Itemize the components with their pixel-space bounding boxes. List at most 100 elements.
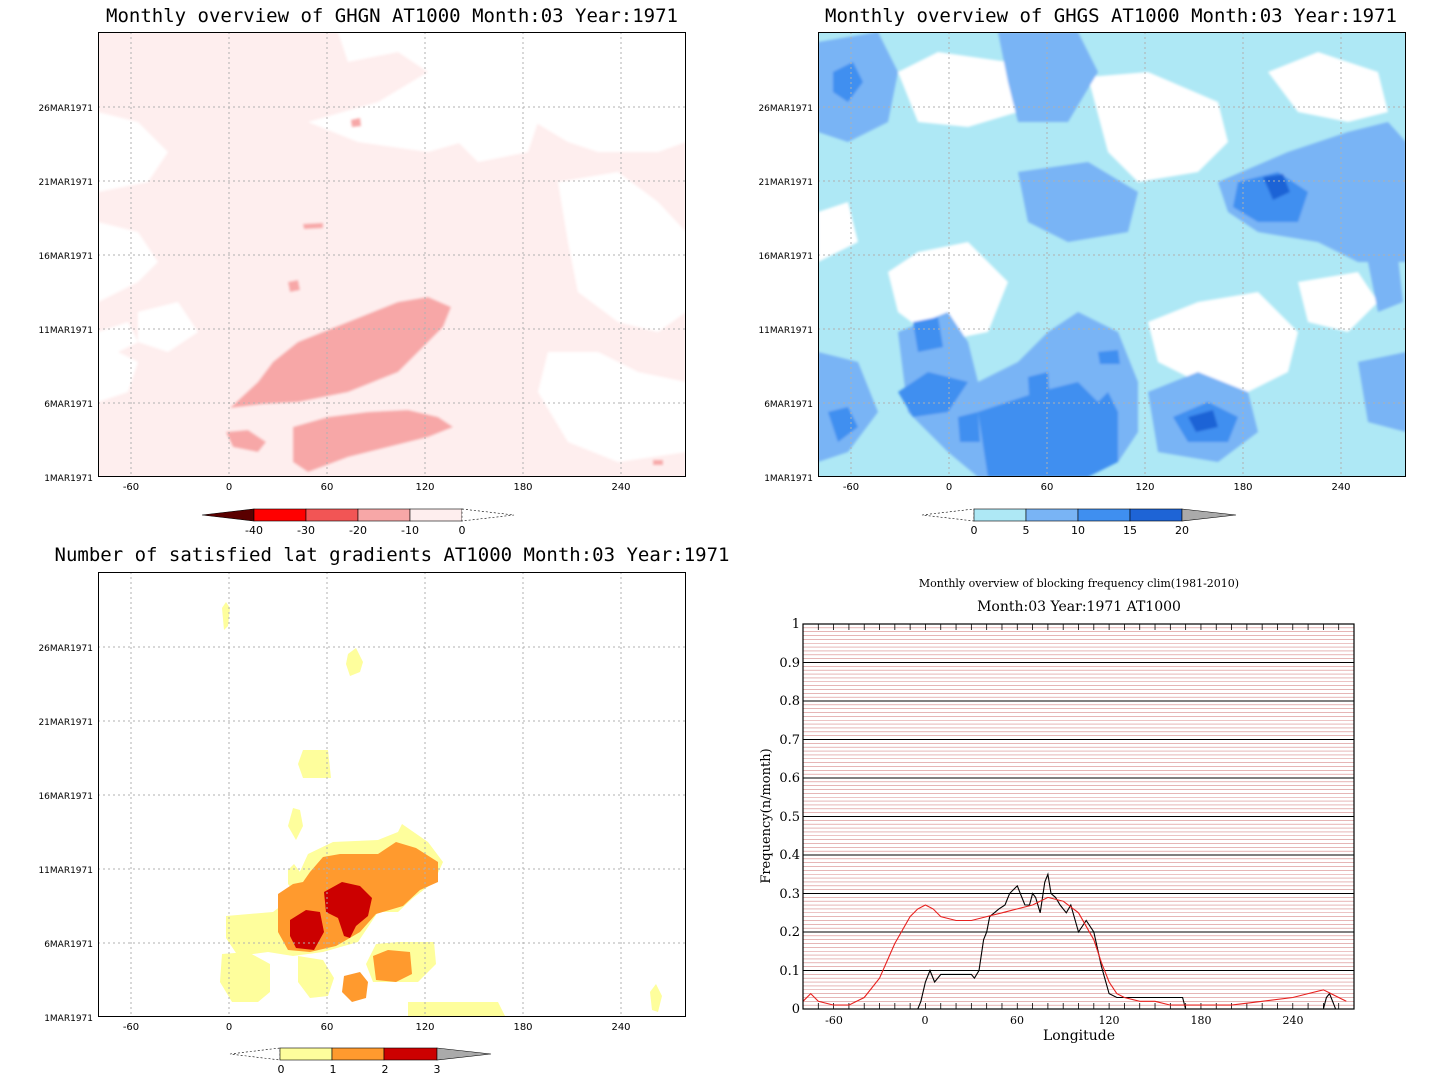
ghgs-x-tick: 0: [946, 482, 952, 493]
ghgn-cbar-label: -30: [297, 524, 315, 537]
freq-series-line-1: [803, 872, 1354, 1010]
ghgn-x-tick: 0: [226, 482, 232, 493]
freq-y-tick: 0.7: [779, 733, 800, 748]
ghgs-x-tick: 60: [1041, 482, 1054, 493]
ghgs-y-tick: 6MAR1971: [764, 400, 813, 410]
sat-field: [98, 572, 686, 1017]
ghgn-y-tick: 1MAR1971: [44, 474, 93, 484]
ghgs-gridlines: [818, 32, 1406, 477]
panel-ghgn: Monthly overview of GHGN AT1000 Month:03…: [38, 5, 686, 537]
freq-y-ticks: 0 0.1 0.2 0.3 0.4 0.5 0.6 0.7 0.8 0.9 1: [779, 617, 800, 1017]
ghgn-x-tick: 120: [415, 482, 434, 493]
freq-y-tick: 0.6: [779, 771, 800, 786]
sat-x-ticks: -60 0 60 120 180 240: [123, 1022, 631, 1033]
ghgs-y-tick: 21MAR1971: [758, 178, 813, 188]
freq-x-ticks: -60 0 60 120 180 240: [825, 1014, 1303, 1027]
ghgs-cbar-label: 15: [1123, 524, 1137, 537]
freq-y-tick: 0.8: [779, 694, 800, 709]
ghgs-x-tick: 180: [1233, 482, 1252, 493]
ghgs-y-ticks: 1MAR1971 6MAR1971 11MAR1971 16MAR1971 21…: [758, 104, 813, 484]
sat-colorbar: 0 1 2 3: [229, 1047, 492, 1076]
ghgn-gridlines: [98, 32, 686, 477]
freq-y-tick: 0.4: [779, 848, 800, 863]
ghgn-y-tick: 26MAR1971: [38, 104, 93, 114]
ghgn-x-tick: -60: [123, 482, 139, 493]
freq-y-tick: 0.2: [779, 925, 800, 940]
ghgs-x-tick: 240: [1331, 482, 1350, 493]
sat-x-tick: -60: [123, 1022, 139, 1033]
sat-cbar-label: 3: [434, 1063, 441, 1076]
freq-x-tick: 180: [1191, 1014, 1212, 1027]
sat-x-tick: 0: [226, 1022, 232, 1033]
ghgn-field: [98, 32, 686, 477]
sat-y-tick: 21MAR1971: [38, 718, 93, 728]
sat-title: Number of satisfied lat gradients AT1000…: [55, 544, 730, 566]
panel-sat: Number of satisfied lat gradients AT1000…: [38, 544, 729, 1076]
sat-x-tick: 240: [611, 1022, 630, 1033]
freq-y-tick: 0.5: [779, 810, 800, 825]
freq-x-tick: 240: [1283, 1014, 1304, 1027]
ghgn-x-tick: 60: [321, 482, 334, 493]
ghgn-y-ticks: 1MAR1971 6MAR1971 11MAR1971 16MAR1971 21…: [38, 104, 93, 484]
ghgs-cbar-label: 10: [1071, 524, 1085, 537]
freq-plot-frame: [802, 623, 1355, 1010]
ghgs-x-tick: 120: [1135, 482, 1154, 493]
ghgn-colorbar: -40 -30 -20 -10 0: [201, 508, 515, 537]
freq-x-label: Longitude: [1043, 1028, 1115, 1044]
panel-freq: Monthly overview of blocking frequency c…: [759, 577, 1355, 1044]
sat-cbar-label: 1: [330, 1063, 337, 1076]
freq-series-line-2: [802, 896, 1347, 1006]
ghgn-title: Monthly overview of GHGN AT1000 Month:03…: [106, 5, 678, 27]
freq-series-layer: [802, 872, 1354, 1010]
ghgn-x-tick: 180: [513, 482, 532, 493]
ghgs-y-tick: 16MAR1971: [758, 252, 813, 262]
ghgn-y-tick: 16MAR1971: [38, 252, 93, 262]
freq-subtitle: Month:03 Year:1971 AT1000: [977, 599, 1181, 615]
freq-y-tick: 0: [792, 1002, 800, 1017]
freq-grid: [802, 624, 1355, 1009]
freq-x-tick: 60: [1010, 1014, 1024, 1027]
ghgs-cbar-label: 0: [971, 524, 978, 537]
sat-gridlines: [98, 572, 686, 1017]
ghgs-y-tick: 11MAR1971: [758, 326, 813, 336]
sat-y-tick: 11MAR1971: [38, 866, 93, 876]
ghgn-cbar-label: -20: [349, 524, 367, 537]
freq-y-tick: 0.1: [779, 964, 800, 979]
freq-y-tick: 1: [792, 617, 800, 632]
ghgn-y-tick: 11MAR1971: [38, 326, 93, 336]
ghgn-cbar-label: -40: [245, 524, 263, 537]
ghgs-cbar-label: 20: [1175, 524, 1189, 537]
freq-y-label: Frequency(n/month): [759, 748, 774, 883]
ghgn-x-tick: 240: [611, 482, 630, 493]
sat-y-ticks: 1MAR1971 6MAR1971 11MAR1971 16MAR1971 21…: [38, 644, 93, 1024]
ghgn-x-ticks: -60 0 60 120 180 240: [123, 482, 631, 493]
ghgs-cbar-label: 5: [1023, 524, 1030, 537]
ghgs-colorbar: 0 5 10 15 20: [921, 508, 1237, 537]
freq-y-tick: 0.3: [779, 887, 800, 902]
ghgn-cbar-label: 0: [459, 524, 466, 537]
sat-x-tick: 120: [415, 1022, 434, 1033]
freq-title: Monthly overview of blocking frequency c…: [919, 577, 1239, 590]
ghgn-y-tick: 6MAR1971: [44, 400, 93, 410]
sat-y-tick: 26MAR1971: [38, 644, 93, 654]
sat-cbar-label: 2: [382, 1063, 389, 1076]
freq-x-tick: 0: [922, 1014, 929, 1027]
panel-ghgs: Monthly overview of GHGS AT1000 Month:03…: [758, 5, 1406, 537]
sat-y-tick: 1MAR1971: [44, 1014, 93, 1024]
sat-y-tick: 16MAR1971: [38, 792, 93, 802]
ghgs-field: [818, 32, 1406, 477]
sat-y-tick: 6MAR1971: [44, 940, 93, 950]
sat-cbar-label: 0: [278, 1063, 285, 1076]
ghgs-title: Monthly overview of GHGS AT1000 Month:03…: [825, 5, 1397, 27]
ghgs-x-ticks: -60 0 60 120 180 240: [843, 482, 1351, 493]
ghgs-y-tick: 1MAR1971: [764, 474, 813, 484]
sat-x-tick: 180: [513, 1022, 532, 1033]
sat-x-tick: 60: [321, 1022, 334, 1033]
ghgs-y-tick: 26MAR1971: [758, 104, 813, 114]
freq-x-tick: -60: [825, 1014, 843, 1027]
freq-y-tick: 0.9: [779, 656, 800, 671]
ghgn-y-tick: 21MAR1971: [38, 178, 93, 188]
ghgs-x-tick: -60: [843, 482, 859, 493]
ghgn-cbar-label: -10: [401, 524, 419, 537]
